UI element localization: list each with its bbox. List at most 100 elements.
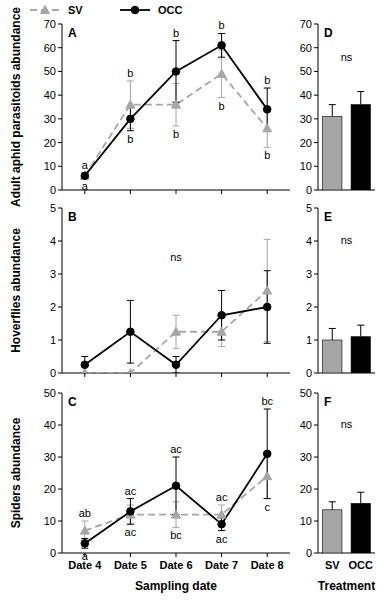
marker [81, 172, 89, 180]
error-bar [329, 502, 336, 510]
error-line [360, 492, 361, 503]
panel: 01020304050Date 4Date 5Date 6Date 7Date … [9, 387, 290, 593]
y-label: Adult aphid parasitoids abundance [9, 7, 23, 207]
y-tick [314, 47, 318, 48]
error-bar [218, 291, 225, 341]
y-tick [58, 24, 62, 25]
y-tick [58, 274, 62, 275]
y-tick-label: 4 [306, 235, 312, 247]
letter: ab [79, 507, 91, 519]
y-tick-label: 1 [50, 334, 56, 346]
error-cap [127, 524, 134, 525]
error-cap [357, 325, 364, 326]
error-cap [357, 91, 364, 92]
panel: 010203040506070Dns [300, 18, 375, 196]
y-axis [318, 393, 319, 553]
panel-label: C [68, 395, 77, 409]
x-tick [130, 373, 131, 377]
legend-marker [41, 6, 50, 14]
error-cap [264, 343, 271, 344]
error-bar [81, 521, 88, 540]
y-tick-label: 40 [44, 419, 56, 431]
marker [218, 520, 226, 528]
marker [217, 69, 226, 77]
panel-label: F [324, 395, 331, 409]
letter: b [173, 27, 179, 39]
error-cap [173, 457, 180, 458]
y-tick [58, 373, 62, 374]
marks [80, 239, 271, 373]
y-tick-label: 40 [300, 89, 312, 101]
x-tick [176, 553, 177, 557]
y-label: Hoverflies abundance [9, 228, 23, 353]
y-tick [58, 166, 62, 167]
y-tick-label: 30 [300, 451, 312, 463]
error-cap [264, 147, 271, 148]
y-tick-label: 0 [306, 367, 312, 379]
x-tick-label: Date 6 [159, 559, 192, 571]
y-tick [58, 118, 62, 119]
marker [81, 361, 89, 369]
error-bar [264, 409, 271, 499]
error-cap [218, 346, 225, 347]
bar [323, 510, 342, 553]
y-tick-label: 3 [306, 268, 312, 280]
letter: b [127, 67, 133, 79]
marker [127, 115, 135, 123]
y-tick [58, 208, 62, 209]
marker [172, 361, 180, 369]
series-line [85, 291, 267, 374]
y-tick [314, 373, 318, 374]
y-tick-label: 60 [44, 42, 56, 54]
error-cap [173, 527, 180, 528]
letter: ac [170, 443, 182, 455]
y-tick [58, 307, 62, 308]
marks [80, 409, 271, 548]
y-tick-label: 5 [50, 202, 56, 214]
error-line [360, 325, 361, 337]
marker [127, 328, 135, 336]
error-bar [173, 41, 180, 103]
y-tick-label: 0 [50, 184, 56, 196]
y-axis [62, 24, 63, 190]
x-tick [130, 553, 131, 557]
annotation: ns [341, 234, 353, 246]
error-bar [173, 315, 180, 348]
error-cap [357, 492, 364, 493]
y-tick-label: 5 [306, 202, 312, 214]
marker [172, 68, 180, 76]
marker [217, 327, 226, 335]
error-cap [218, 33, 225, 34]
y-tick [58, 425, 62, 426]
y-tick-label: 0 [50, 367, 56, 379]
y-tick [58, 340, 62, 341]
error-cap [264, 270, 271, 271]
y-tick-label: 10 [44, 515, 56, 527]
legend-marker [131, 6, 139, 14]
marker [80, 171, 89, 179]
y-tick-label: 10 [300, 515, 312, 527]
letter: c [264, 501, 270, 513]
y-tick [314, 24, 318, 25]
marks [323, 92, 371, 190]
y-tick [314, 208, 318, 209]
y-tick-label: 2 [306, 301, 312, 313]
marker [263, 472, 272, 480]
y-tick [58, 142, 62, 143]
x-tick [267, 190, 268, 194]
error-bar [357, 325, 364, 337]
x-tick-label: Date 5 [114, 559, 147, 571]
error-cap [218, 290, 225, 291]
letter: a [82, 180, 89, 192]
error-cap [173, 125, 180, 126]
y-tick-label: 30 [44, 113, 56, 125]
y-tick-label: 70 [300, 18, 312, 30]
letter: b [219, 19, 225, 31]
panel-label: E [324, 210, 332, 224]
error-cap [173, 373, 180, 374]
y-tick [58, 190, 62, 191]
error-bar [264, 271, 271, 344]
bar [323, 116, 342, 190]
y-tick [314, 489, 318, 490]
y-tick [314, 521, 318, 522]
